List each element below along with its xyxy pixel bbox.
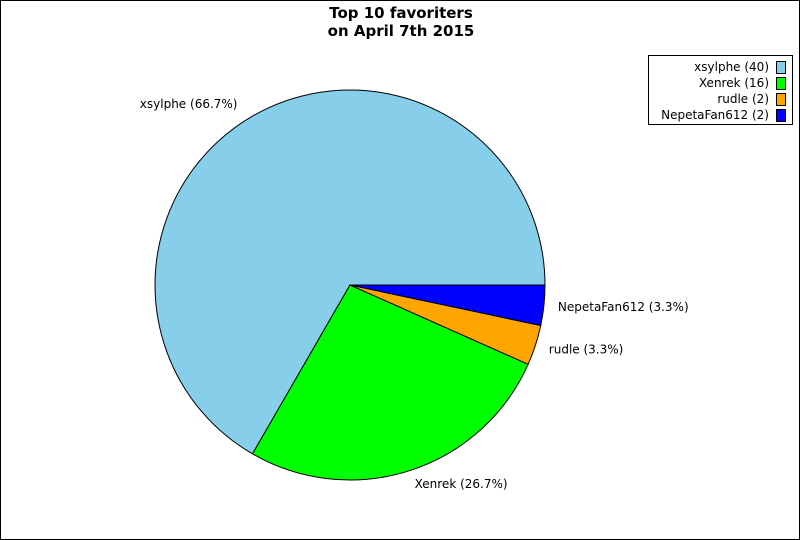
pie-label-xenrek: Xenrek (26.7%) [415,477,508,491]
legend: xsylphe (40) Xenrek (16) rudle (2) Nepet… [648,55,793,125]
legend-item-xsylphe: xsylphe (40) [653,59,786,75]
legend-swatch [776,60,786,74]
legend-swatch [776,92,786,106]
legend-label: rudle (2) [717,92,769,106]
pie-label-xsylphe: xsylphe (66.7%) [140,97,238,111]
pie-label-rudle: rudle (3.3%) [549,343,624,357]
legend-item-rudle: rudle (2) [653,91,786,107]
chart-title-line-2: on April 7th 2015 [327,22,475,40]
legend-swatch [776,76,786,90]
legend-label: Xenrek (16) [698,76,769,90]
legend-item-nepetafan612: NepetaFan612 (2) [653,107,786,123]
pie-slice-xsylphe [154,89,546,455]
chart-title-line-1: Top 10 favoriters [329,4,473,22]
legend-label: NepetaFan612 (2) [661,108,769,122]
pie-label-nepetafan612: NepetaFan612 (3.3%) [558,300,689,314]
chart-title: Top 10 favoriters on April 7th 2015 [1,4,799,40]
pie-slice-nepetafan612 [349,284,546,327]
legend-swatch [776,108,786,122]
legend-item-xenrek: Xenrek (16) [653,75,786,91]
legend-label: xsylphe (40) [694,60,769,74]
